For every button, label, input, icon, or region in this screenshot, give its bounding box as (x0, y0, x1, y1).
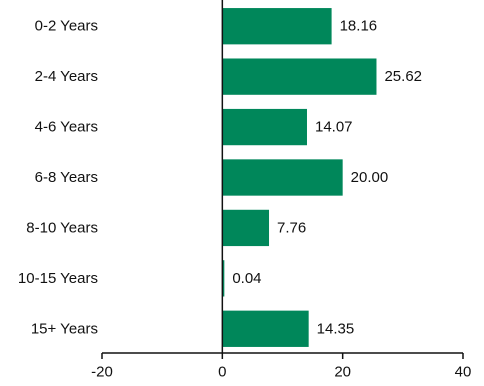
value-labels: 18.16 25.62 14.07 20.00 7.76 0.04 14.35 (232, 18, 422, 338)
value-label: 7.76 (277, 219, 306, 236)
bar-2-4-years (222, 58, 377, 95)
x-tick-label: 40 (455, 364, 472, 381)
x-axis-ticks: -20 0 20 40 (91, 353, 471, 381)
bar-8-10-years (222, 209, 270, 247)
value-label: 20.00 (351, 169, 389, 186)
category-label: 6-8 Years (35, 169, 98, 186)
bar-6-8-years (222, 159, 343, 196)
value-label: 0.04 (232, 270, 261, 287)
x-tick-label: 0 (218, 364, 226, 381)
value-label: 18.16 (340, 18, 378, 35)
x-tick-label: 20 (334, 364, 351, 381)
value-label: 25.62 (384, 68, 422, 85)
category-label: 2-4 Years (35, 68, 98, 85)
bar-10-15-years (222, 260, 225, 297)
category-label: 10-15 Years (18, 270, 98, 287)
bars-group (222, 8, 377, 347)
category-labels: 0-2 Years 2-4 Years 4-6 Years 6-8 Years 8-10… (18, 18, 98, 338)
bar-0-2-years (222, 8, 332, 45)
bar-15-years (222, 310, 309, 347)
value-label: 14.07 (315, 119, 353, 136)
category-label: 15+ Years (31, 320, 98, 337)
value-label: 14.35 (317, 320, 355, 337)
category-label: 4-6 Years (35, 119, 98, 136)
x-tick-label: -20 (91, 364, 113, 381)
category-label: 8-10 Years (26, 219, 98, 236)
bar-4-6-years (222, 108, 307, 146)
category-label: 0-2 Years (35, 18, 98, 35)
